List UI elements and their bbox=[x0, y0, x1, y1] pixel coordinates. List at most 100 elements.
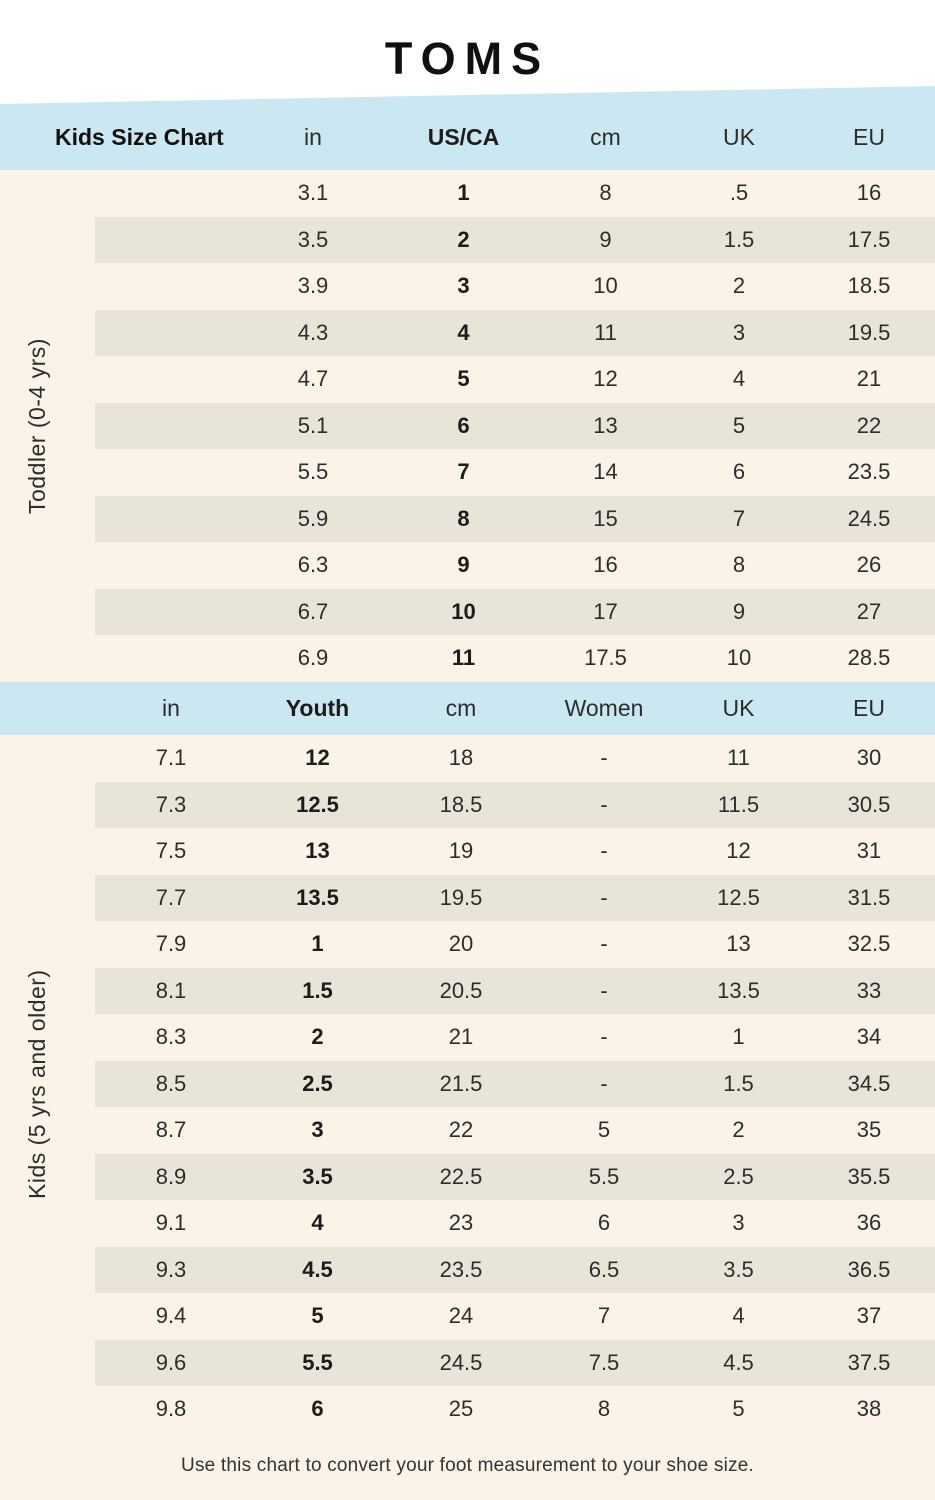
table-cell: 17.5 bbox=[847, 226, 891, 252]
table-cell: 7.3 bbox=[155, 791, 187, 817]
table-cell: 38 bbox=[856, 1396, 882, 1422]
footer-note: Use this chart to convert your foot meas… bbox=[181, 1455, 754, 1477]
table-cell: 7.1 bbox=[155, 745, 187, 771]
table-cell: 5 bbox=[311, 1303, 324, 1329]
table-cell: 8 bbox=[732, 552, 746, 578]
table-cell: 37 bbox=[856, 1303, 882, 1329]
table-cell: 2 bbox=[732, 1117, 745, 1143]
table-cell: 22 bbox=[448, 1117, 474, 1143]
table-cell: 7.5 bbox=[588, 1349, 620, 1375]
table-cell: 7 bbox=[732, 505, 746, 531]
table-cell: 13.5 bbox=[717, 977, 760, 1003]
table-cell: 8.9 bbox=[155, 1163, 187, 1189]
table-row: 9.1 4 23 6 3 36 bbox=[0, 1200, 935, 1247]
table-cell: 8.5 bbox=[155, 1070, 187, 1096]
table-cell: 34.5 bbox=[847, 1070, 891, 1096]
table-cell: 17.5 bbox=[584, 645, 627, 671]
table-cell: - bbox=[600, 931, 608, 957]
column-header-women: Women bbox=[564, 694, 644, 721]
column-header-in: in bbox=[304, 123, 322, 150]
table-row: 8.5 2.5 21.5 - 1.5 34.5 bbox=[0, 1060, 935, 1107]
column-header-eu: EU bbox=[853, 694, 885, 721]
table-cell: 13 bbox=[726, 931, 751, 957]
table-row: 9.8 6 25 8 5 38 bbox=[0, 1386, 935, 1433]
table-cell: 12.5 bbox=[717, 884, 760, 910]
table-cell: 12 bbox=[726, 838, 751, 864]
table-cell: 30 bbox=[856, 745, 882, 771]
table-cell: 19.5 bbox=[439, 884, 483, 910]
table-cell: 31.5 bbox=[847, 884, 891, 910]
table-cell: 9.1 bbox=[155, 1210, 187, 1236]
table-cell: 2 bbox=[311, 1024, 324, 1050]
table-cell: 9.6 bbox=[155, 1349, 187, 1375]
table-cell: 18 bbox=[448, 745, 474, 771]
table-cell: 26 bbox=[856, 552, 882, 578]
table-cell: 6 bbox=[732, 459, 746, 485]
table-cell: 3.5 bbox=[723, 1256, 754, 1282]
table-cell: 7.9 bbox=[155, 931, 187, 957]
column-header-youth: Youth bbox=[285, 694, 350, 721]
table-cell: 5 bbox=[597, 1117, 611, 1143]
table-cell: 3 bbox=[457, 273, 470, 299]
table-cell: 4 bbox=[457, 319, 470, 345]
table-row: 8.9 3.5 22.5 5.5 2.5 35.5 bbox=[0, 1153, 935, 1200]
table-cell: 27 bbox=[856, 598, 882, 624]
table-cell: 8 bbox=[457, 505, 470, 531]
table-cell: 35 bbox=[856, 1117, 882, 1143]
table-cell: 7.7 bbox=[155, 884, 187, 910]
table-cell: 20.5 bbox=[439, 977, 483, 1003]
table-cell: - bbox=[600, 745, 608, 771]
table-cell: 24 bbox=[448, 1303, 474, 1329]
table-cell: 6 bbox=[457, 412, 470, 438]
table-row: 6.7 10 17 9 27 bbox=[0, 588, 935, 635]
table-cell: 23.5 bbox=[847, 459, 891, 485]
table-cell: 3.9 bbox=[297, 273, 329, 299]
table-cell: 28.5 bbox=[847, 645, 891, 671]
column-header-eu: EU bbox=[853, 123, 885, 150]
table-cell: 31 bbox=[856, 838, 882, 864]
table-cell: 30.5 bbox=[847, 791, 891, 817]
table-cell: 4.5 bbox=[302, 1256, 333, 1282]
table-cell: 5 bbox=[457, 366, 470, 392]
table-cell: 5.5 bbox=[297, 459, 329, 485]
table-cell: 6 bbox=[311, 1396, 324, 1422]
table-cell: 16 bbox=[593, 552, 618, 578]
table-row: 6.9 11 17.5 10 28.5 bbox=[0, 635, 935, 682]
brand-band: TOMS bbox=[0, 0, 935, 86]
table-cell: 2 bbox=[457, 226, 470, 252]
table-cell: 24.5 bbox=[847, 505, 891, 531]
table-cell: 4 bbox=[311, 1210, 324, 1236]
table-cell: 7 bbox=[457, 459, 470, 485]
table-cell: 3.5 bbox=[302, 1163, 333, 1189]
table-cell: 7.5 bbox=[155, 838, 187, 864]
table-row: 8.1 1.5 20.5 - 13.5 33 bbox=[0, 967, 935, 1014]
table-cell: 7 bbox=[597, 1303, 611, 1329]
table-cell: 23.5 bbox=[439, 1256, 483, 1282]
table-cell: 10 bbox=[451, 598, 476, 624]
column-header-cm: cm bbox=[445, 694, 477, 721]
table-row: 5.9 8 15 7 24.5 bbox=[0, 495, 935, 542]
table-cell: 9.4 bbox=[155, 1303, 187, 1329]
table-cell: 1.5 bbox=[302, 977, 333, 1003]
table-cell: 10 bbox=[593, 273, 618, 299]
table-cell: 15 bbox=[593, 505, 618, 531]
table-cell: 36.5 bbox=[847, 1256, 891, 1282]
table-row: 9.3 4.5 23.5 6.5 3.5 36.5 bbox=[0, 1246, 935, 1293]
table-cell: 21.5 bbox=[439, 1070, 483, 1096]
table-cell: 6 bbox=[597, 1210, 611, 1236]
table-cell: - bbox=[600, 838, 608, 864]
table-cell: 6.3 bbox=[297, 552, 329, 578]
table-cell: 11 bbox=[727, 745, 750, 771]
table-cell: 35.5 bbox=[847, 1163, 891, 1189]
table-cell: 3.5 bbox=[297, 226, 329, 252]
table-cell: 4.7 bbox=[297, 366, 329, 392]
table-cell: 10 bbox=[726, 645, 752, 671]
table-cell: 8 bbox=[597, 1396, 611, 1422]
kids-table-body: 7.1 12 18-11 30 7.3 12.5 18.5-11.5 30.5 7.5 13 19-… bbox=[0, 735, 935, 1433]
table-cell: 13 bbox=[305, 838, 330, 864]
table-row: 4.3 4 11 3 19.5 bbox=[0, 309, 935, 356]
table-row: 7.7 13.5 19.5 - 12.5 31.5 bbox=[0, 874, 935, 921]
table-cell: 5.5 bbox=[302, 1349, 333, 1375]
table-cell: 22.5 bbox=[439, 1163, 483, 1189]
